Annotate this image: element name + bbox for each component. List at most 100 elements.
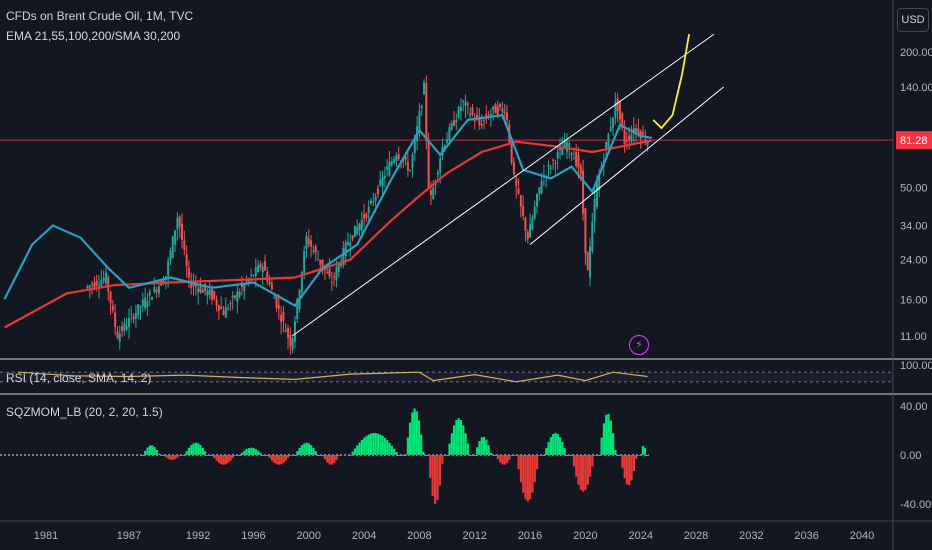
candle-body bbox=[425, 83, 428, 139]
sqz-bar bbox=[529, 455, 532, 500]
candle-body bbox=[397, 154, 400, 159]
sqz-bar bbox=[545, 448, 548, 455]
candle-body bbox=[344, 242, 347, 257]
candle-body bbox=[197, 288, 200, 293]
sqz-bar bbox=[194, 442, 198, 455]
sqz-bar bbox=[464, 433, 467, 455]
sqz-bar bbox=[323, 455, 327, 460]
candle-body bbox=[107, 276, 110, 292]
candle-body bbox=[499, 103, 502, 108]
candle-body bbox=[644, 139, 647, 142]
sqz-bar bbox=[499, 455, 502, 463]
sqz-bar bbox=[234, 455, 237, 456]
lightning-icon[interactable]: ⚡ bbox=[629, 335, 649, 355]
sqz-bar bbox=[144, 450, 147, 455]
candle-body bbox=[310, 240, 313, 247]
price-tick-label: 200.00 bbox=[900, 47, 932, 59]
sqz-bar bbox=[383, 437, 387, 455]
candle-body bbox=[609, 127, 612, 131]
sqz-bar bbox=[487, 445, 490, 455]
sqz-bar bbox=[462, 425, 465, 455]
candle-body bbox=[381, 177, 384, 187]
time-tick-label: 2040 bbox=[850, 530, 874, 542]
candle-body bbox=[616, 98, 619, 112]
candle-body bbox=[116, 331, 119, 339]
sqz-bar bbox=[489, 452, 493, 455]
candle-body bbox=[250, 274, 253, 276]
sqz-bar bbox=[438, 455, 442, 486]
sqz-bar bbox=[395, 451, 398, 455]
sqz-bar bbox=[510, 455, 513, 457]
candle-body bbox=[379, 179, 382, 185]
time-tick-label: 2012 bbox=[463, 530, 487, 542]
sqz-bar bbox=[280, 455, 283, 465]
sqz-bar bbox=[141, 455, 145, 456]
candle-body bbox=[575, 151, 578, 166]
candle-body bbox=[411, 154, 414, 169]
rsi-label: RSI (14, close, SMA, 14, 2) bbox=[6, 371, 152, 385]
candle-body bbox=[252, 275, 255, 277]
time-tick-label: 1981 bbox=[34, 530, 58, 542]
candle-body bbox=[519, 195, 522, 207]
candle-body bbox=[273, 297, 276, 299]
sqz-bar bbox=[181, 455, 184, 456]
sqz-bar bbox=[176, 455, 179, 458]
sqz-bar bbox=[635, 455, 638, 459]
candle-body bbox=[155, 290, 158, 292]
price-tick-label: 50.00 bbox=[900, 183, 928, 195]
sqz-bar bbox=[591, 455, 594, 467]
sqz-bar bbox=[579, 455, 582, 490]
sqz-bar bbox=[455, 420, 458, 455]
sqz-bar bbox=[457, 418, 460, 455]
candle-body bbox=[224, 307, 227, 318]
sqz-bar bbox=[531, 455, 534, 493]
candle-body bbox=[86, 286, 89, 288]
candle-body bbox=[303, 251, 306, 273]
sqz-bar bbox=[270, 455, 274, 461]
candle-body bbox=[217, 305, 220, 311]
sqz-bar bbox=[572, 455, 576, 467]
sqz-bar bbox=[213, 455, 216, 459]
sqz-bar bbox=[630, 455, 633, 481]
candle-body bbox=[153, 286, 156, 293]
candle-body bbox=[372, 201, 375, 203]
candle-body bbox=[194, 284, 197, 287]
candle-body bbox=[409, 170, 412, 172]
candle-body bbox=[98, 285, 101, 287]
sma200-line bbox=[3, 139, 653, 329]
sqz-bar bbox=[417, 420, 421, 455]
candle-body bbox=[171, 236, 174, 258]
candle-body bbox=[593, 198, 596, 221]
candle-body bbox=[305, 236, 308, 249]
sqz-bar bbox=[643, 447, 647, 455]
candle-body bbox=[238, 292, 241, 297]
sqz-tick-label: 40.00 bbox=[900, 401, 928, 413]
candle-body bbox=[360, 219, 363, 231]
candle-body bbox=[275, 295, 278, 308]
sqz-bar bbox=[409, 422, 412, 455]
candle-body bbox=[300, 272, 303, 293]
candle-body bbox=[595, 183, 598, 208]
candle-body bbox=[312, 250, 315, 252]
channel-line-upper bbox=[291, 33, 715, 337]
sqz-bar bbox=[289, 455, 292, 456]
sqz-bar bbox=[402, 455, 405, 456]
candles bbox=[86, 75, 649, 355]
candle-body bbox=[227, 308, 230, 310]
currency-button[interactable]: USD bbox=[897, 8, 929, 32]
sqz-bar bbox=[376, 433, 380, 455]
sqz-tick-label: 0.00 bbox=[900, 450, 921, 462]
time-tick-label: 2008 bbox=[407, 530, 431, 542]
candle-body bbox=[455, 120, 458, 123]
candle-body bbox=[423, 82, 426, 95]
sqz-bar bbox=[146, 447, 149, 455]
sqz-tick-label: -40.00 bbox=[900, 499, 931, 511]
sqz-bar bbox=[556, 434, 559, 455]
candle-body bbox=[326, 271, 329, 274]
sqz-bar bbox=[413, 408, 416, 455]
candle-body bbox=[589, 246, 591, 278]
sqz-bar bbox=[372, 433, 375, 455]
candle-body bbox=[118, 333, 121, 342]
sqz-label: SQZMOM_LB (20, 2, 20, 1.5) bbox=[6, 405, 163, 419]
